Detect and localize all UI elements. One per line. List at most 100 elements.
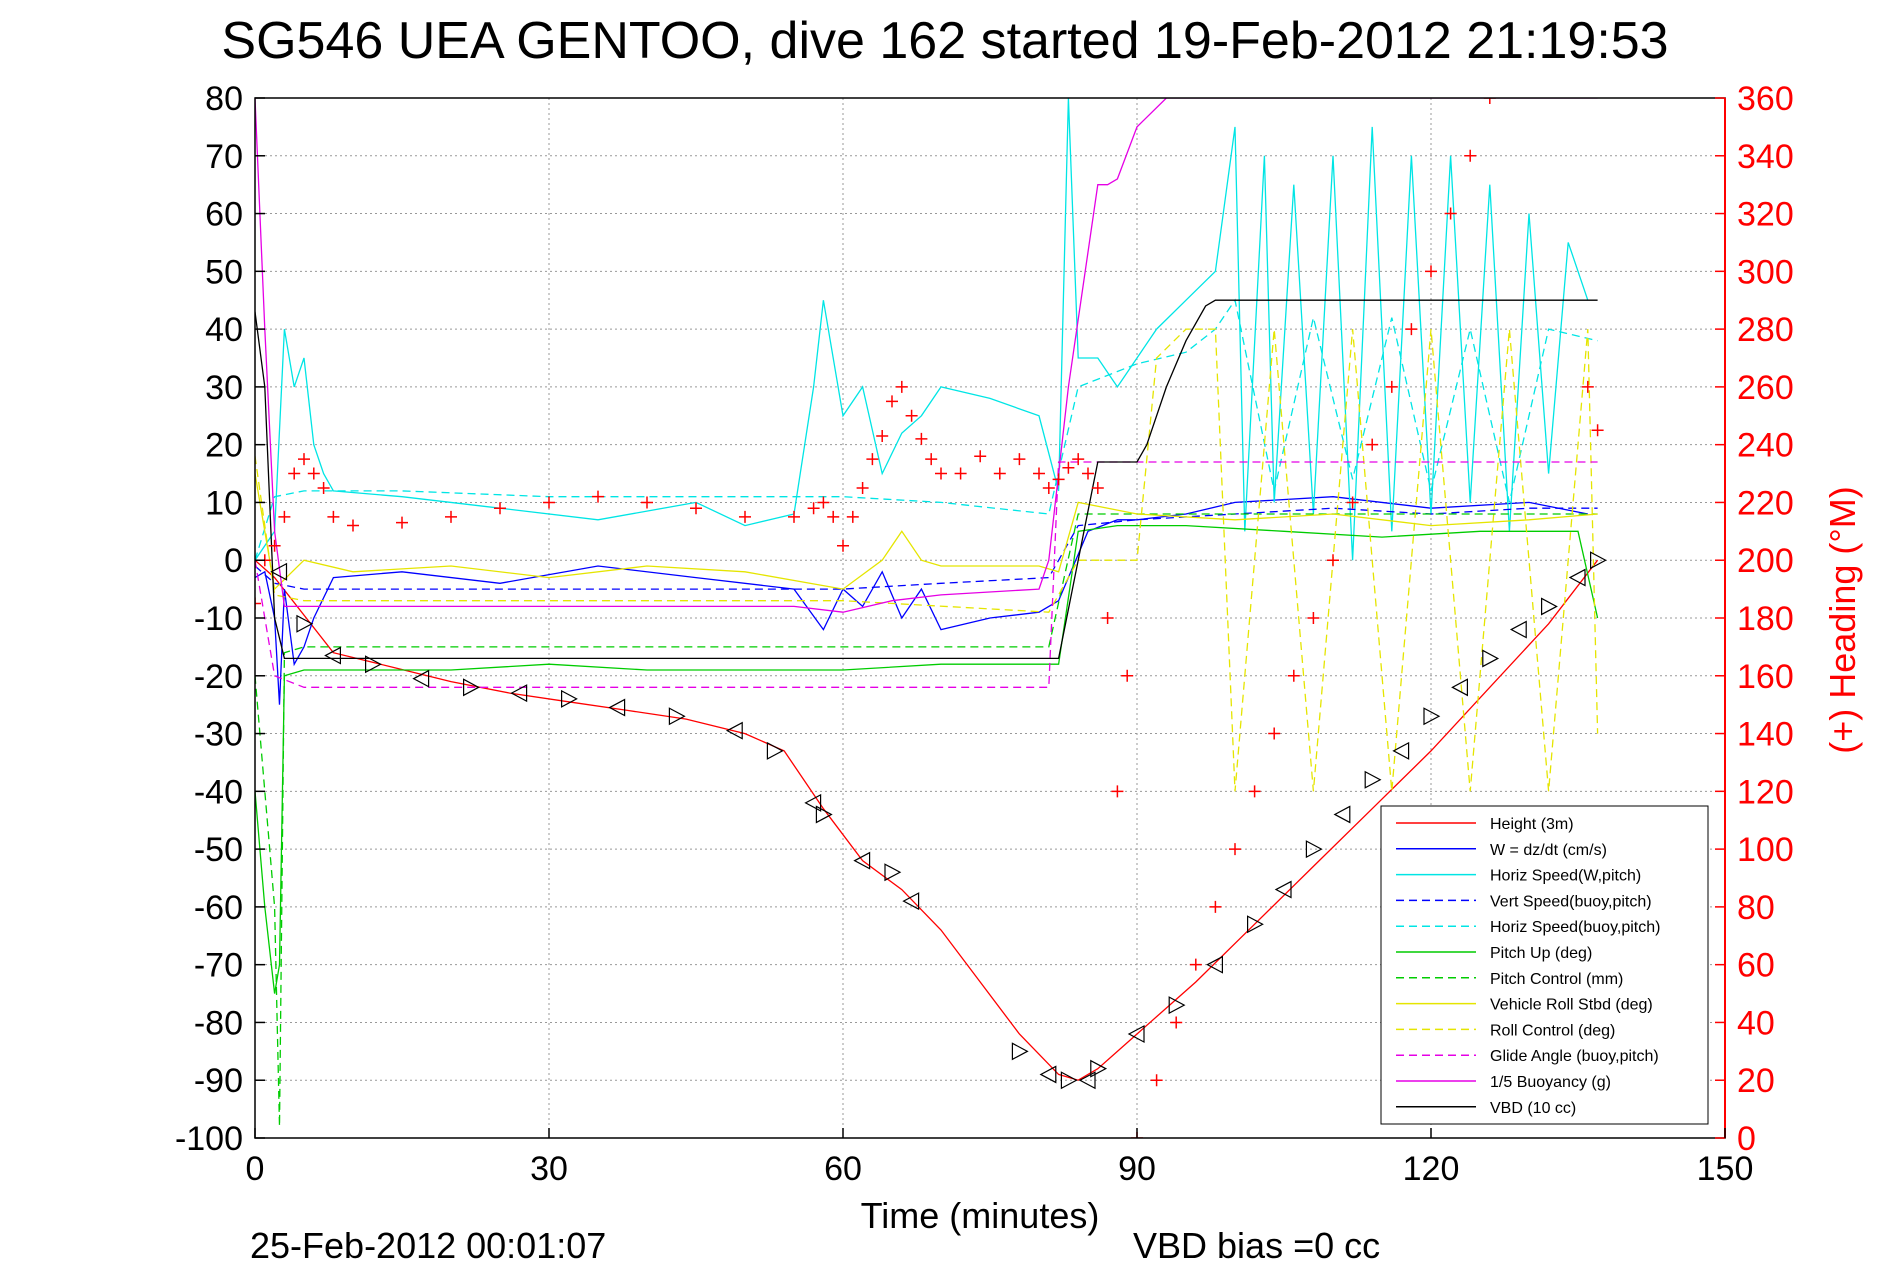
y-right-tick-label: 20 (1737, 1062, 1775, 1100)
heading-point (974, 450, 987, 463)
series-line (255, 496, 1588, 705)
y-right-tick-label: 220 (1737, 484, 1794, 522)
depth-marker (902, 892, 920, 911)
y-tick-label: -80 (194, 1004, 243, 1042)
depth-marker (1333, 805, 1351, 824)
legend-label: Glide Angle (buoy,pitch) (1490, 1048, 1659, 1065)
heading-point (1268, 727, 1281, 740)
depth-marker (365, 655, 382, 674)
series-line (255, 298, 1598, 561)
heading-point (1464, 149, 1477, 162)
footer-date: 25-Feb-2012 00:01:07 (250, 1225, 606, 1262)
series-line (255, 524, 1599, 994)
depth-marker (1168, 996, 1186, 1015)
y-right-tick-label: 300 (1737, 253, 1794, 291)
y-right-tick-label: 160 (1737, 658, 1794, 696)
series-10 (255, 98, 1598, 613)
heading-point (1366, 438, 1379, 451)
y-right-tick-label: 60 (1737, 947, 1775, 985)
heading-point (641, 496, 653, 509)
heading-point (1042, 482, 1055, 494)
left-axis: 80 70 60 50 40 30 20 10 0 -10 -20 -30 -40 -50 -60 -70 -8… (175, 80, 265, 1158)
depth-marker (804, 793, 822, 812)
heading-point (255, 597, 261, 610)
y-right-tick-label: 80 (1737, 889, 1775, 927)
heading-point (954, 467, 967, 480)
y-tick-label: 20 (205, 427, 243, 465)
depth-marker (561, 689, 578, 708)
heading-point (1121, 669, 1134, 682)
heading-point (866, 453, 879, 466)
right-axis-label: (+) Heading (°M) (1822, 486, 1863, 753)
heading-point (993, 467, 1006, 480)
legend-label: Vert Speed(buoy,pitch) (1490, 893, 1652, 910)
depth-marker (270, 562, 288, 581)
heading-point (915, 432, 928, 445)
legend-label: W = dz/dt (cm/s) (1490, 842, 1607, 859)
x-axis: 0 30 60 90 120 150 (246, 1128, 1753, 1188)
heading-point (307, 467, 320, 480)
y-tick-label: 0 (224, 542, 243, 580)
y-right-tick-label: 180 (1737, 600, 1794, 638)
depth-marker (1392, 741, 1410, 760)
heading-point (543, 496, 555, 509)
heading-point (837, 539, 849, 552)
legend-label: Horiz Speed(W,pitch) (1490, 868, 1641, 885)
heading-point (1170, 1016, 1183, 1029)
legend-label: Pitch Control (mm) (1490, 971, 1623, 988)
depth-marker (1060, 1071, 1078, 1090)
series-8 (255, 328, 1599, 792)
depth-marker (1127, 1025, 1145, 1043)
y-right-tick-label: 100 (1737, 831, 1794, 869)
depth-marker (853, 851, 871, 870)
heading-point (1346, 496, 1359, 509)
y-tick-label: 60 (205, 196, 243, 234)
y-tick-label: 80 (205, 80, 243, 118)
heading-point (905, 409, 918, 422)
series-5 (255, 524, 1599, 994)
series-7 (255, 473, 1598, 591)
heading-point (788, 510, 800, 523)
depth-marker (1541, 597, 1558, 616)
y-tick-label: -10 (194, 600, 243, 638)
x-axis-label: Time (minutes) (861, 1195, 1100, 1236)
heading-point (1101, 612, 1114, 624)
x-tick-label: 90 (1118, 1150, 1156, 1188)
depth-marker (1423, 707, 1441, 726)
series-3 (255, 507, 1598, 590)
heading-point (288, 467, 301, 480)
depth-marker (296, 614, 314, 633)
y-tick-label: 70 (205, 138, 243, 176)
heading-point (1385, 380, 1398, 393)
depth-marker (1090, 1059, 1108, 1078)
heading-point (827, 510, 840, 523)
heading-point (1425, 265, 1437, 278)
y-tick-label: -20 (194, 658, 243, 696)
heading-point (1091, 482, 1104, 494)
chart-title: SG546 UEA GENTOO, dive 162 started 19-Fe… (221, 12, 1668, 70)
series-line (255, 328, 1599, 792)
y-tick-label: 10 (205, 484, 243, 522)
depth-marker (766, 741, 784, 760)
right-axis: 3603403203002802602402202001801601401201… (1715, 80, 1794, 1158)
heading-point (494, 502, 506, 515)
y-right-tick-label: 320 (1737, 196, 1794, 234)
y-right-tick-label: 360 (1737, 80, 1794, 118)
y-right-tick-label: 140 (1737, 716, 1794, 754)
heading-point (1444, 207, 1457, 220)
y-right-tick-label: 340 (1737, 138, 1794, 176)
series-0 (255, 559, 1599, 1081)
x-tick-label: 30 (530, 1150, 568, 1188)
y-tick-label: 30 (205, 369, 243, 407)
heading-point (1405, 323, 1418, 336)
heading-point (895, 380, 908, 393)
heading-point (396, 516, 408, 529)
heading-point (846, 510, 859, 523)
depth-marker (1247, 915, 1264, 934)
depth-marker (1482, 649, 1500, 668)
depth-marker (463, 678, 480, 697)
heading-point (1229, 843, 1241, 856)
heading-point (1591, 424, 1604, 437)
depth-marker (510, 684, 528, 703)
